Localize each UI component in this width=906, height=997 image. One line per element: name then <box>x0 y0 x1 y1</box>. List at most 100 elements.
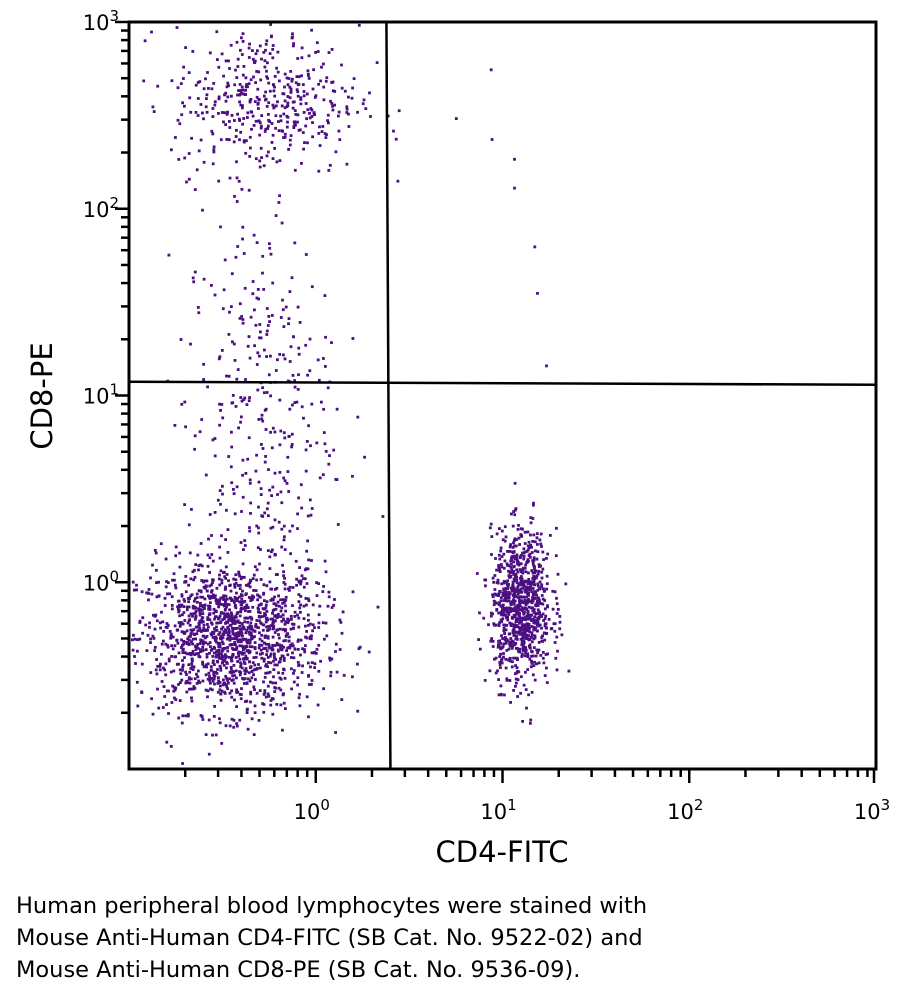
data-point <box>177 662 180 666</box>
data-point <box>238 644 242 648</box>
data-point <box>478 647 482 651</box>
data-point <box>287 322 290 326</box>
data-point <box>509 701 512 704</box>
data-point <box>168 592 172 596</box>
data-point <box>201 604 204 607</box>
data-point <box>234 606 238 610</box>
data-point <box>204 641 207 645</box>
data-point <box>228 126 232 129</box>
data-point <box>272 89 276 93</box>
data-point <box>222 630 226 634</box>
data-point <box>240 510 243 513</box>
data-point <box>302 147 305 151</box>
data-point <box>326 119 329 122</box>
data-point <box>504 593 508 596</box>
data-point <box>230 481 234 485</box>
data-point <box>231 678 235 682</box>
data-point <box>510 642 513 646</box>
data-point <box>282 627 286 631</box>
data-point <box>305 440 309 443</box>
data-point <box>205 589 209 593</box>
data-point <box>512 541 515 545</box>
data-point <box>249 690 253 694</box>
data-point <box>531 587 535 590</box>
data-point <box>319 79 322 83</box>
data-point <box>516 592 520 596</box>
data-point <box>296 676 300 680</box>
data-point <box>173 688 177 692</box>
data-point <box>245 669 249 673</box>
data-point <box>362 98 366 102</box>
data-point <box>242 651 246 655</box>
data-point <box>182 611 186 614</box>
data-point <box>184 46 187 49</box>
data-point <box>314 94 318 98</box>
data-point <box>530 650 534 654</box>
data-point <box>536 582 540 586</box>
data-point <box>288 360 292 363</box>
data-point <box>323 442 327 446</box>
data-point <box>239 661 242 665</box>
data-point <box>553 622 557 626</box>
data-point <box>228 638 232 642</box>
data-point <box>233 633 237 637</box>
data-point <box>306 108 310 112</box>
data-point <box>260 413 264 417</box>
data-point <box>396 179 400 183</box>
data-point <box>149 671 153 674</box>
data-point <box>143 39 147 43</box>
data-point <box>543 589 546 593</box>
data-point <box>518 595 522 599</box>
data-point <box>528 552 532 556</box>
data-point <box>318 144 322 147</box>
data-point <box>221 416 225 420</box>
data-point <box>167 712 170 715</box>
data-point <box>264 48 267 52</box>
data-point <box>507 658 510 662</box>
data-point <box>290 656 293 659</box>
data-point <box>271 712 275 716</box>
data-point <box>513 537 517 541</box>
data-point <box>239 603 243 607</box>
data-point <box>283 357 287 361</box>
data-point <box>532 533 536 537</box>
data-point <box>197 652 200 655</box>
data-point <box>269 252 273 256</box>
data-point <box>285 649 288 652</box>
data-point <box>288 644 292 648</box>
data-point <box>206 385 209 389</box>
data-point <box>233 119 236 122</box>
data-point <box>187 619 191 623</box>
data-point <box>265 584 269 588</box>
data-point <box>546 652 549 656</box>
data-point <box>236 611 240 614</box>
data-point <box>289 345 293 349</box>
data-point <box>477 638 480 641</box>
data-point <box>525 635 529 639</box>
data-point <box>535 648 539 652</box>
data-point <box>250 637 254 640</box>
data-point <box>196 81 200 84</box>
data-point <box>248 100 252 104</box>
data-point <box>307 77 311 80</box>
data-point <box>301 83 305 86</box>
data-point <box>289 87 293 91</box>
data-point <box>163 596 167 600</box>
data-point <box>553 629 557 633</box>
data-point <box>221 625 225 629</box>
data-point <box>295 400 299 404</box>
data-point <box>192 685 196 688</box>
data-point <box>278 159 282 162</box>
data-point <box>529 718 533 722</box>
data-point <box>266 625 270 628</box>
data-point <box>246 344 250 348</box>
data-point <box>275 66 278 70</box>
horizontal-gate-line[interactable] <box>128 380 877 387</box>
vertical-gate-line[interactable] <box>385 21 392 770</box>
data-point <box>182 640 186 643</box>
data-point <box>251 577 255 580</box>
data-point <box>281 613 285 617</box>
data-point <box>522 625 526 629</box>
data-point <box>523 598 527 602</box>
